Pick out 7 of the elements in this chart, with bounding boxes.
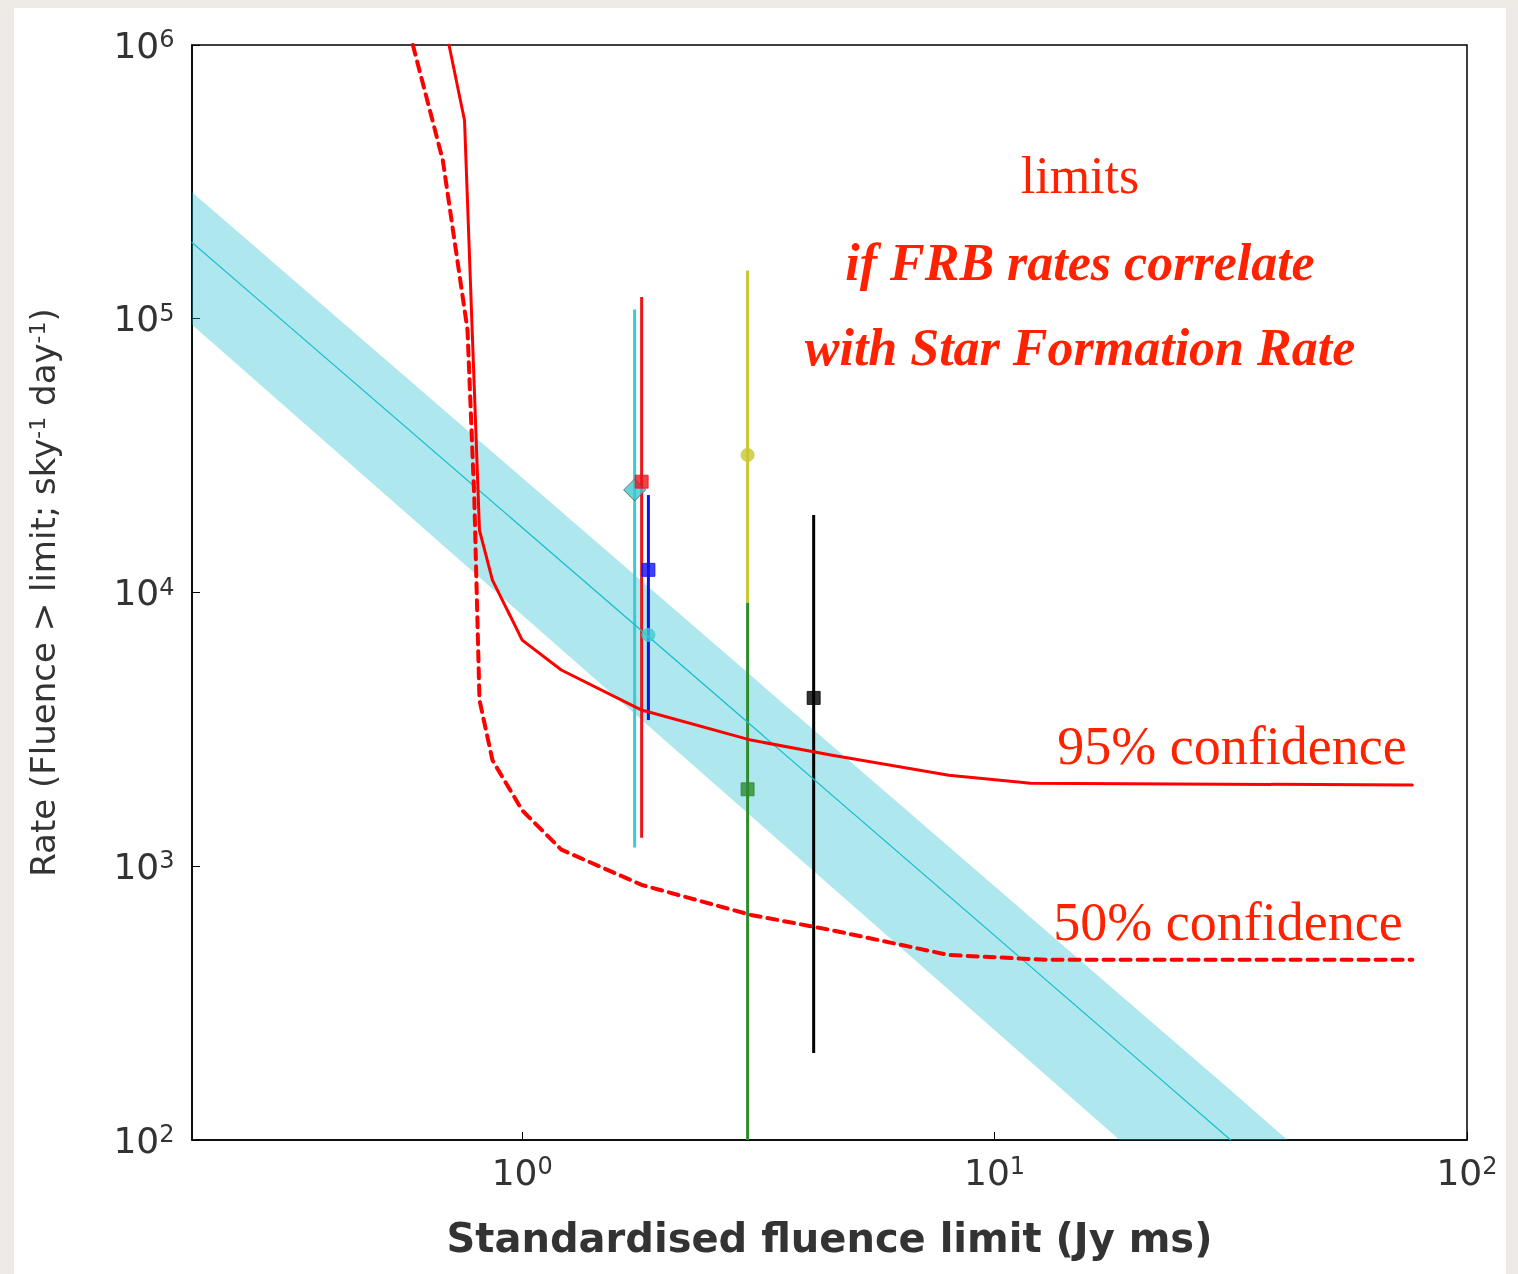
y-axis-title: Rate (Fluence > limit; sky-1 day-1)	[23, 308, 63, 877]
x-axis-title: Standardised fluence limit (Jy ms)	[446, 1215, 1213, 1261]
annotation: limits	[1020, 146, 1140, 204]
annotation: 50% confidence	[1053, 892, 1403, 952]
annotation: if FRB rates correlate	[845, 233, 1315, 291]
annotation: 95% confidence	[1057, 716, 1407, 776]
annotation: with Star Formation Rate	[804, 318, 1356, 376]
